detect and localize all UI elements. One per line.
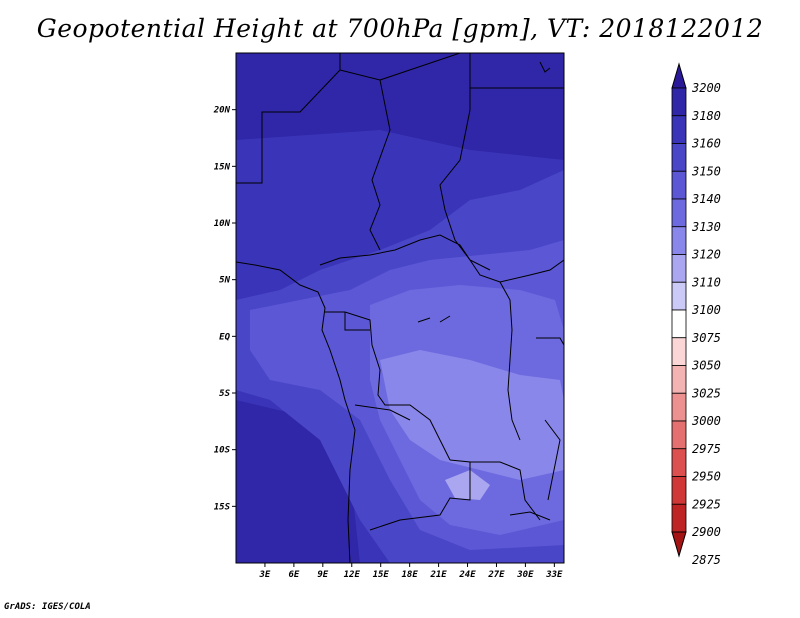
colorbar-level-label: 2875 — [692, 553, 721, 567]
lat-tick-label: 5N — [219, 276, 230, 286]
field-band-3110 — [445, 470, 490, 500]
colorbar-segment — [671, 337, 687, 366]
colorbar-segment — [671, 503, 687, 533]
field-band-3120 — [380, 350, 564, 480]
lon-tick-label: 30E — [516, 570, 534, 580]
height-field — [236, 53, 564, 563]
lat-tick-label: 15S — [214, 502, 231, 512]
colorbar-segment — [671, 143, 687, 172]
colorbar-level-label: 3100 — [691, 303, 721, 317]
colorbar-level-label: 3000 — [691, 414, 721, 428]
border-malawi-mozambique — [544, 419, 561, 501]
nile-delta — [539, 61, 551, 73]
colorbar-segment — [671, 420, 687, 450]
west-coastline — [236, 261, 356, 563]
lat-tick-label: 15N — [214, 162, 231, 172]
longitude-axis: 3E 6E 9E 12E 15E 18E 21E 24E 27E 30E 33E — [259, 563, 563, 580]
colorbar-level-label: 3120 — [691, 248, 721, 262]
colorbar-segment — [671, 87, 687, 117]
lon-tick-label: 15E — [373, 570, 390, 580]
colorbar-segment — [671, 476, 687, 505]
lat-tick-label: 10S — [214, 446, 231, 456]
lon-tick-label: 3E — [259, 570, 271, 580]
lake-victoria — [536, 337, 564, 346]
colorbar-segment — [671, 198, 687, 228]
colorbar-segment — [671, 309, 687, 339]
border-zambia-malawi — [470, 461, 541, 521]
colorbar-top-arrow — [671, 62, 687, 89]
lat-tick-label: 10N — [214, 219, 231, 229]
border-car-drc — [319, 234, 564, 283]
colorbar-level-label: 3025 — [691, 386, 721, 400]
field-band-3180-north — [236, 53, 564, 160]
lon-tick-label: 27E — [487, 570, 505, 580]
lon-tick-label: 6E — [288, 570, 299, 580]
lon-tick-label: 24E — [458, 570, 476, 580]
lon-tick-label: 33E — [545, 570, 563, 580]
colorbar-segment — [671, 392, 687, 422]
border-congo-drc — [325, 311, 451, 461]
colorbar-level-label: 2975 — [692, 442, 721, 456]
chart-title: Geopotential Height at 700hPa [gpm], VT:… — [36, 14, 764, 43]
political-borders — [236, 53, 564, 563]
lon-tick-label: 21E — [429, 570, 447, 580]
colorbar-level-label: 3160 — [691, 137, 721, 151]
colorbar-level-label: 3050 — [691, 359, 721, 373]
colorbar-segment — [671, 115, 687, 144]
lake-kariba — [509, 511, 551, 521]
colorbar-segment — [671, 281, 687, 311]
border-angola-drc — [354, 404, 411, 421]
colorbar-level-label: 2950 — [692, 470, 721, 484]
colorbar-level-label: 3150 — [691, 164, 721, 178]
river-congo — [417, 315, 451, 323]
colorbar-level-label: 3075 — [691, 331, 721, 345]
colorbar-bottom-arrow — [671, 531, 687, 558]
colorbar-level-label: 3180 — [691, 109, 721, 123]
colorbar-level-label: 2925 — [692, 497, 721, 511]
map-frame — [235, 52, 565, 564]
lon-tick-label: 12E — [344, 570, 361, 580]
colorbar: 3200 3180 3160 3150 3140 3130 3120 3110 3100 3075… — [671, 62, 721, 567]
colorbar-level-label: 3200 — [691, 81, 721, 95]
footer-credit: GrADS: IGES/COLA — [4, 602, 91, 612]
colorbar-segment — [671, 254, 687, 283]
colorbar-segment — [671, 170, 687, 200]
border-mali-mauritania — [236, 53, 341, 184]
colorbar-level-label: 3140 — [691, 192, 721, 206]
border-drc-uganda-tanzania — [499, 281, 521, 441]
border-algeria-niger — [379, 53, 461, 81]
colorbar-segment — [671, 448, 687, 477]
colorbar-level-label: 3110 — [691, 275, 721, 289]
colorbar-segment — [671, 226, 687, 255]
latitude-axis: 20N 15N 10N 5N EQ 5S 10S 15S — [213, 106, 236, 512]
colorbar-segment — [671, 365, 687, 394]
lon-tick-label: 9E — [317, 570, 328, 580]
lat-tick-label: 5S — [219, 389, 230, 399]
colorbar-level-label: 2900 — [692, 525, 721, 539]
colorbar-level-label: 3130 — [691, 220, 721, 234]
lon-tick-label: 18E — [402, 570, 419, 580]
lat-tick-label: EQ — [219, 332, 230, 342]
lat-tick-label: 20N — [213, 106, 231, 116]
border-gabon — [344, 312, 370, 331]
